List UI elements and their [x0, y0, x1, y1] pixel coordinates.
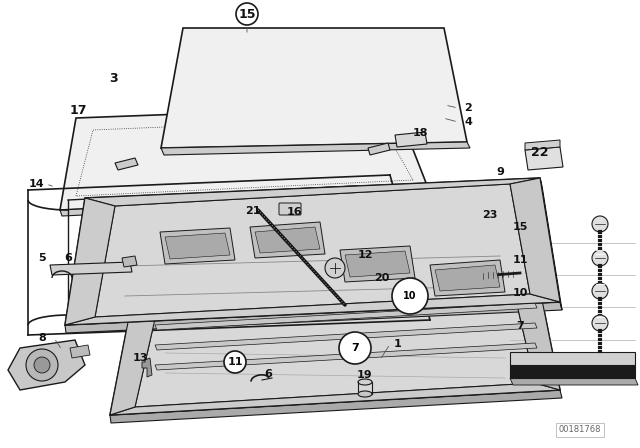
Polygon shape [435, 265, 500, 291]
Text: 6: 6 [264, 369, 272, 379]
Circle shape [26, 349, 58, 381]
Text: 20: 20 [374, 273, 390, 283]
Text: 16: 16 [287, 207, 303, 217]
Text: 14: 14 [29, 179, 45, 189]
Circle shape [592, 216, 608, 232]
Text: 7: 7 [516, 321, 524, 331]
Polygon shape [430, 260, 505, 296]
Circle shape [325, 258, 345, 278]
Polygon shape [255, 227, 320, 253]
Text: 9: 9 [496, 167, 504, 177]
Polygon shape [155, 323, 537, 350]
Polygon shape [65, 294, 560, 325]
Polygon shape [510, 352, 635, 365]
Polygon shape [540, 178, 562, 310]
Text: 19: 19 [357, 370, 373, 380]
Circle shape [224, 351, 246, 373]
Polygon shape [70, 345, 90, 358]
Polygon shape [142, 358, 152, 377]
Text: 4: 4 [464, 117, 472, 127]
Polygon shape [368, 143, 390, 155]
Circle shape [592, 250, 608, 266]
Polygon shape [340, 246, 415, 282]
Polygon shape [130, 290, 540, 319]
Text: 3: 3 [109, 72, 117, 85]
Ellipse shape [358, 391, 372, 397]
Polygon shape [135, 296, 535, 407]
Polygon shape [160, 228, 235, 264]
Polygon shape [345, 251, 410, 277]
Polygon shape [8, 340, 85, 390]
Polygon shape [85, 178, 540, 206]
Text: 18: 18 [412, 128, 428, 138]
Circle shape [592, 283, 608, 299]
Polygon shape [161, 28, 467, 148]
Text: 10: 10 [512, 288, 528, 298]
Polygon shape [165, 233, 230, 259]
Circle shape [236, 3, 258, 25]
Polygon shape [95, 184, 530, 317]
Text: 10: 10 [403, 291, 417, 301]
Polygon shape [110, 312, 155, 415]
Text: 8: 8 [38, 333, 46, 343]
Text: 12: 12 [357, 250, 372, 260]
Text: 21: 21 [245, 206, 260, 216]
Text: 13: 13 [132, 353, 148, 363]
Polygon shape [510, 378, 638, 385]
Polygon shape [250, 222, 325, 258]
Polygon shape [110, 383, 560, 415]
Text: 23: 23 [483, 210, 498, 220]
Text: 17: 17 [69, 103, 87, 116]
Text: 6: 6 [64, 253, 72, 263]
Polygon shape [60, 106, 430, 210]
Circle shape [592, 315, 608, 331]
Polygon shape [115, 158, 138, 170]
Text: 1: 1 [394, 339, 402, 349]
Circle shape [34, 357, 50, 373]
Polygon shape [515, 290, 560, 390]
FancyBboxPatch shape [279, 203, 301, 215]
Text: 11: 11 [512, 255, 528, 265]
Text: 15: 15 [238, 8, 256, 21]
Ellipse shape [358, 379, 372, 385]
Polygon shape [65, 302, 562, 333]
Text: 7: 7 [351, 343, 359, 353]
Polygon shape [155, 343, 537, 370]
Circle shape [392, 278, 428, 314]
Text: 11: 11 [227, 357, 243, 367]
Text: 2: 2 [464, 103, 472, 113]
Polygon shape [155, 303, 537, 330]
Polygon shape [65, 198, 115, 325]
Text: 22: 22 [531, 146, 548, 159]
Text: 15: 15 [512, 222, 528, 232]
Polygon shape [65, 178, 560, 325]
Text: 5: 5 [38, 253, 46, 263]
Polygon shape [525, 147, 563, 170]
Polygon shape [110, 290, 560, 415]
Polygon shape [395, 132, 427, 147]
Circle shape [339, 332, 371, 364]
Polygon shape [161, 142, 470, 155]
Polygon shape [50, 262, 132, 275]
Polygon shape [122, 256, 137, 267]
Polygon shape [525, 140, 560, 150]
Polygon shape [110, 390, 562, 423]
Text: 00181768: 00181768 [559, 426, 601, 435]
Polygon shape [510, 178, 560, 302]
Polygon shape [510, 365, 635, 378]
Polygon shape [60, 193, 433, 216]
